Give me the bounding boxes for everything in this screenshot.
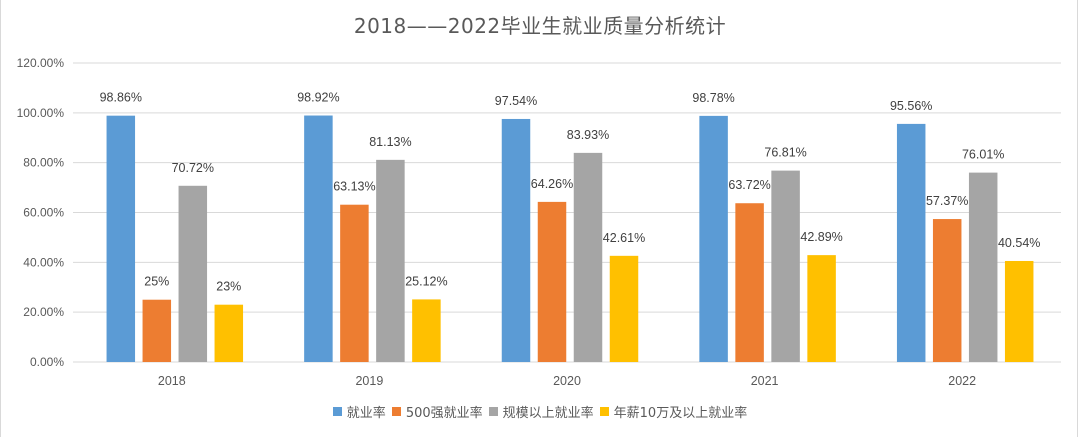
y-tick-label: 100.00% xyxy=(17,106,65,120)
bar-2019-series-2 xyxy=(376,159,405,362)
bar-2022-series-3 xyxy=(1004,260,1034,362)
data-label: 83.93% xyxy=(567,128,609,142)
bar-2018-series-1 xyxy=(142,299,172,362)
data-label: 42.61% xyxy=(603,231,645,245)
data-label: 70.72% xyxy=(172,161,214,175)
bar-2021-series-2 xyxy=(771,170,800,362)
data-label: 98.92% xyxy=(297,91,339,105)
y-tick-label: 80.00% xyxy=(23,156,64,170)
y-tick-label: 60.00% xyxy=(23,206,64,220)
bar-2021-series-1 xyxy=(735,203,764,362)
bar-2020-series-1 xyxy=(537,201,567,362)
data-label: 25.12% xyxy=(405,274,447,288)
data-label: 95.56% xyxy=(890,99,932,113)
x-tick-label: 2019 xyxy=(355,374,383,388)
y-tick-label: 120.00% xyxy=(17,56,65,70)
x-tick-label: 2020 xyxy=(553,374,581,388)
legend-label: 500强就业率 xyxy=(405,406,483,421)
chart-legend: 就业率 500强就业率 规模以上就业率 年薪10万及以上就业率 xyxy=(0,402,1080,421)
chart-title: 2018——2022毕业生就业质量分析统计 xyxy=(353,14,727,38)
legend-label: 年薪10万及以上就业率 xyxy=(613,406,748,421)
bar-2019-series-0 xyxy=(304,115,333,363)
bar-2019-series-1 xyxy=(340,204,369,362)
data-label: 76.81% xyxy=(764,146,806,160)
y-tick-label: 0.00% xyxy=(30,355,64,369)
bar-2022-series-0 xyxy=(896,123,926,362)
data-label: 64.26% xyxy=(531,177,573,191)
x-tick-label: 2021 xyxy=(751,374,779,388)
data-label: 25% xyxy=(144,275,169,289)
bar-2020-series-3 xyxy=(609,255,639,362)
y-tick-label: 40.00% xyxy=(23,255,64,269)
bar-2021-series-0 xyxy=(699,115,728,362)
bar-2021-series-3 xyxy=(807,255,836,362)
data-label: 98.78% xyxy=(692,91,734,105)
data-label: 81.13% xyxy=(369,135,411,149)
legend-swatch-icon xyxy=(488,407,498,416)
legend-swatch-icon xyxy=(391,407,401,416)
x-tick-label: 2022 xyxy=(948,374,976,388)
bar-2018-series-3 xyxy=(214,304,244,362)
data-label: 97.54% xyxy=(495,94,537,108)
legend-label: 就业率 xyxy=(346,406,386,421)
data-label: 98.86% xyxy=(100,91,142,105)
data-label: 40.54% xyxy=(998,236,1040,250)
data-label: 63.72% xyxy=(728,178,770,192)
bar-2022-series-1 xyxy=(932,219,962,362)
bar-2022-series-2 xyxy=(968,172,998,362)
legend-item: 规模以上就业率 xyxy=(488,402,594,421)
legend-label: 规模以上就业率 xyxy=(502,406,594,421)
x-tick-label: 2018 xyxy=(158,374,186,388)
bar-2019-series-3 xyxy=(412,299,441,362)
data-label: 63.13% xyxy=(333,180,375,194)
bar-2018-series-0 xyxy=(106,115,136,363)
bar-2020-series-2 xyxy=(573,152,603,362)
y-tick-label: 20.00% xyxy=(23,305,64,319)
bar-2018-series-2 xyxy=(178,185,208,362)
data-label: 76.01% xyxy=(962,148,1004,162)
data-label: 42.89% xyxy=(800,230,842,244)
legend-item: 500强就业率 xyxy=(391,402,483,421)
data-label: 57.37% xyxy=(926,194,968,208)
data-label: 23% xyxy=(216,280,241,294)
bar-2020-series-0 xyxy=(501,118,531,362)
legend-item: 年薪10万及以上就业率 xyxy=(599,402,748,421)
legend-swatch-icon xyxy=(599,407,609,416)
legend-swatch-icon xyxy=(332,407,342,416)
legend-item: 就业率 xyxy=(332,402,386,421)
